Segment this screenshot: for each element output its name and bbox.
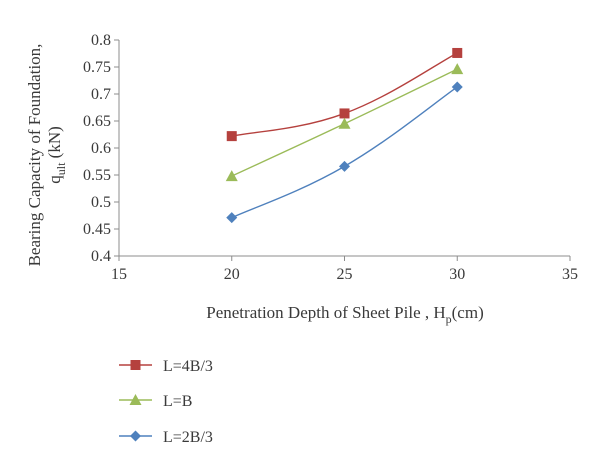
legend-label: L=B bbox=[163, 393, 192, 410]
y-tick-label: 0.5 bbox=[91, 194, 111, 211]
x-tick-label: 25 bbox=[337, 266, 353, 283]
x-tick-label: 15 bbox=[111, 266, 127, 283]
data-point bbox=[452, 47, 463, 58]
series-l-4b-3 bbox=[226, 47, 463, 142]
data-point bbox=[226, 212, 238, 224]
y-tick-label: 0.8 bbox=[91, 32, 111, 49]
y-axis-title-unit: (kN) bbox=[45, 126, 64, 162]
y-tick-label: 0.65 bbox=[83, 113, 111, 130]
y-tick-label: 0.55 bbox=[83, 167, 111, 184]
x-tick-label: 20 bbox=[224, 266, 240, 283]
y-tick-label: 0.75 bbox=[83, 59, 111, 76]
legend: L=4B/3 L=B L=2B/3 bbox=[119, 358, 213, 446]
data-point bbox=[451, 81, 463, 93]
x-axis-title: Penetration Depth of Sheet Pile , Hp(cm) bbox=[206, 303, 483, 326]
y-tick-label: 0.4 bbox=[91, 248, 111, 265]
axes bbox=[114, 39, 571, 261]
legend-item: L=2B/3 bbox=[119, 429, 213, 446]
y-tick-label: 0.7 bbox=[91, 86, 111, 103]
legend-label: L=2B/3 bbox=[163, 429, 213, 446]
y-axis-title-line1: Bearing Capacity of Foundation, bbox=[25, 44, 44, 267]
series-line bbox=[231, 86, 458, 219]
x-tick-label: 30 bbox=[449, 266, 465, 283]
legend-item: L=4B/3 bbox=[119, 358, 213, 375]
series-l-b bbox=[225, 63, 464, 182]
data-point bbox=[451, 63, 464, 75]
y-tick-label: 0.45 bbox=[83, 221, 111, 238]
data-point bbox=[225, 170, 238, 182]
x-tick-labels: 15 20 25 30 35 bbox=[111, 266, 578, 283]
x-axis-title-sub: p bbox=[446, 312, 452, 326]
x-axis-title-main: Penetration Depth of Sheet Pile , H bbox=[206, 303, 445, 322]
legend-item: L=B bbox=[119, 393, 192, 410]
legend-marker bbox=[129, 394, 142, 405]
plot-area bbox=[225, 47, 464, 224]
y-axis-title-sub: ult bbox=[54, 162, 68, 175]
y-tick-label: 0.6 bbox=[91, 140, 111, 157]
data-point bbox=[339, 108, 350, 119]
legend-marker bbox=[130, 360, 141, 370]
x-tick-label: 35 bbox=[562, 266, 578, 283]
data-point bbox=[339, 160, 350, 172]
series-l-2b-3 bbox=[226, 81, 463, 224]
legend-label: L=4B/3 bbox=[163, 358, 213, 375]
y-axis-title: Bearing Capacity of Foundation, qult (kN… bbox=[25, 44, 68, 267]
y-axis-title-line2: qult (kN) bbox=[45, 126, 68, 184]
data-point bbox=[226, 131, 237, 142]
x-axis-title-unit: (cm) bbox=[452, 303, 484, 322]
y-tick-labels: 0.4 0.45 0.5 0.55 0.6 0.65 0.7 0.75 0.8 bbox=[83, 32, 111, 265]
legend-marker bbox=[130, 430, 141, 442]
y-axis-title-symbol: q bbox=[45, 175, 64, 184]
data-point bbox=[338, 117, 351, 129]
